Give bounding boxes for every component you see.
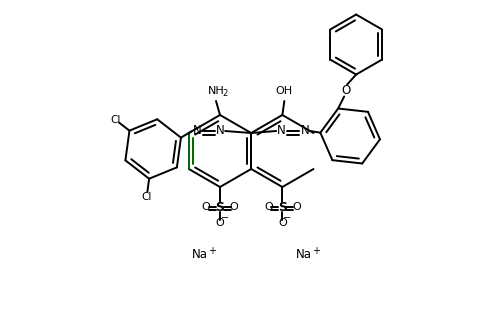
Text: N: N xyxy=(277,123,286,136)
Text: N: N xyxy=(301,123,309,136)
Text: +: + xyxy=(208,246,216,256)
Text: O: O xyxy=(202,202,210,212)
Text: Cl: Cl xyxy=(110,115,120,124)
Text: O: O xyxy=(278,218,287,228)
Text: +: + xyxy=(312,246,320,256)
Text: O: O xyxy=(230,202,238,212)
Text: O: O xyxy=(216,218,224,228)
Text: 2: 2 xyxy=(222,88,228,98)
Text: −: − xyxy=(221,213,229,223)
Text: Na: Na xyxy=(192,249,208,261)
Text: O: O xyxy=(342,84,351,97)
Text: OH: OH xyxy=(276,86,293,96)
Text: N: N xyxy=(216,123,224,136)
Text: S: S xyxy=(278,201,287,213)
Text: −: − xyxy=(283,213,292,223)
Text: N: N xyxy=(193,123,201,136)
Text: NH: NH xyxy=(208,86,224,96)
Text: S: S xyxy=(216,201,224,213)
Text: Na: Na xyxy=(297,249,312,261)
Text: Cl: Cl xyxy=(141,192,152,202)
Text: O: O xyxy=(292,202,300,212)
Text: O: O xyxy=(264,202,273,212)
